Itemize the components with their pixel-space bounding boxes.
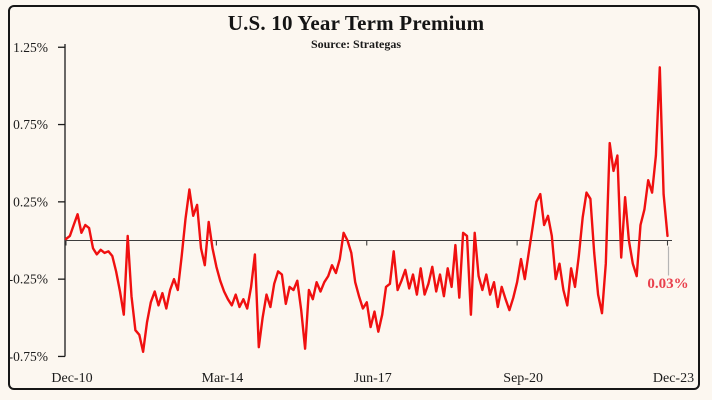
x-axis-label: Mar-14: [202, 371, 244, 386]
chart-title: U.S. 10 Year Term Premium: [227, 11, 485, 35]
x-axis-label: Sep-20: [503, 371, 543, 386]
x-axis-label: Jun-17: [354, 371, 392, 386]
last-value-annotation: 0.03%: [647, 276, 689, 292]
y-axis-label: -0.75%: [9, 349, 48, 364]
y-axis-label: 1.25%: [13, 40, 48, 55]
chart-subtitle: Source: Strategas: [310, 37, 402, 51]
x-axis-label: Dec-23: [653, 371, 694, 386]
y-axis-label: 0.25%: [13, 194, 48, 209]
series-line: [64, 66, 669, 353]
y-axis-label: 0.75%: [13, 117, 48, 132]
x-axis-label: Dec-10: [51, 371, 92, 386]
y-axis-label: -0.25%: [9, 272, 48, 287]
